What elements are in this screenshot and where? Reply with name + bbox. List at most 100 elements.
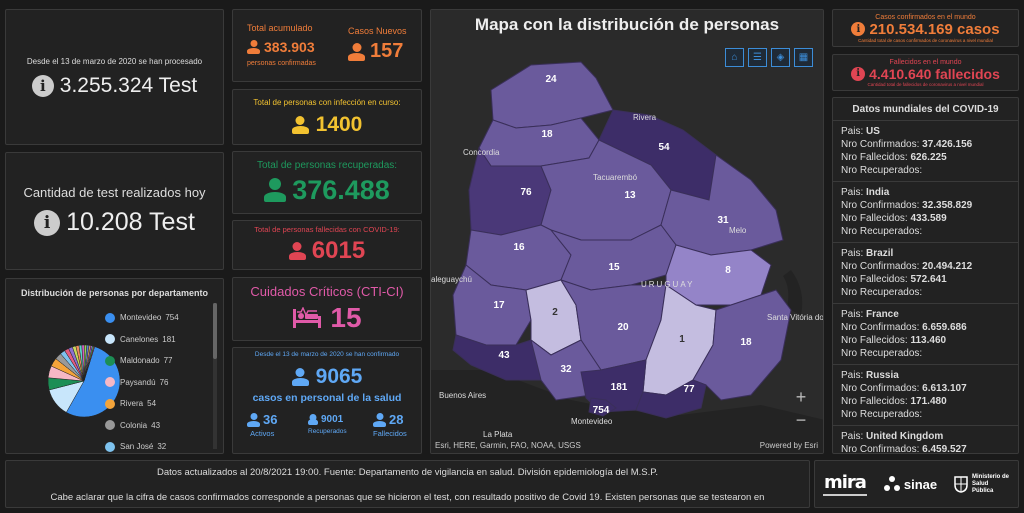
info-icon: i	[851, 66, 866, 81]
active-title: Total de personas con infección en curso…	[253, 97, 401, 107]
person-icon	[308, 414, 318, 425]
accumulated-subtitle: personas confirmadas	[247, 60, 316, 67]
list-icon[interactable]: ☰	[748, 48, 767, 67]
person-icon	[264, 178, 287, 202]
person-icon	[247, 413, 260, 427]
recovered-title: Total de personas recuperadas:	[256, 159, 398, 171]
map-powered-by[interactable]: Powered by Esri	[759, 441, 818, 450]
world-country-item[interactable]: Pais: India Nro Confirmados: 32.358.829 Nr…	[833, 182, 1018, 243]
deceased-panel: Total de personas fallecidas con COVID-1…	[232, 220, 422, 270]
legend-value: 77	[163, 356, 173, 366]
health-staff-caption: casos en personal de la salud	[252, 392, 402, 404]
label-flores: 2	[552, 307, 558, 318]
legend-label: Colonia	[120, 420, 148, 430]
zoom-out-button[interactable]: −	[795, 409, 807, 430]
label-artigas: 24	[545, 74, 557, 85]
distribution-panel: Distribución de personas por departament…	[5, 278, 224, 454]
legend-item[interactable]: Canelones 181	[105, 329, 209, 351]
uruguay-map[interactable]: 24 18 54 76 13 31 16 15 8 17 2 20 1 18 4…	[431, 40, 824, 454]
critical-title: Cuidados Críticos (CTI-CI)	[250, 284, 404, 299]
legend-item[interactable]: Paysandú 76	[105, 372, 209, 394]
layers-icon[interactable]: ◈	[771, 48, 790, 67]
health-recovered-value: 9001	[321, 414, 344, 425]
world-country-item[interactable]: Pais: France Nro Confirmados: 6.659.686 Nr…	[833, 304, 1018, 365]
logos-panel: mira sinae Ministerio de Salud Pública	[814, 460, 1019, 508]
label-paysandu: 76	[520, 187, 532, 198]
world-country-item[interactable]: Pais: Brazil Nro Confirmados: 20.494.212 N…	[833, 243, 1018, 304]
active-panel: Total de personas con infección en curso…	[232, 89, 422, 145]
pie-slice[interactable]	[83, 346, 95, 382]
mira-logo: mira	[822, 472, 867, 496]
world-data-list[interactable]: Pais: US Nro Confirmados: 37.426.156 Nro F…	[833, 121, 1018, 453]
place-concordia: Concordia	[463, 148, 500, 157]
label-salto: 18	[541, 129, 553, 140]
new-cases-title: Casos Nuevos	[348, 26, 407, 36]
legend-item[interactable]: Colonia 43	[105, 415, 209, 437]
tests-total-subtitle: Desde el 13 de marzo de 2020 se han proc…	[26, 56, 203, 66]
home-icon[interactable]: ⌂	[725, 48, 744, 67]
legend-scrollbar[interactable]	[213, 303, 217, 449]
label-rocha: 18	[740, 337, 752, 348]
legend-dot	[105, 312, 115, 323]
health-staff-subtitle: Desde el 13 de marzo de 2020 se han conf…	[254, 351, 400, 358]
recovered-value: 376.488	[292, 174, 390, 205]
tests-total-panel: Desde el 13 de marzo de 2020 se han proc…	[5, 9, 224, 145]
label-tacuarembo: 13	[624, 190, 636, 201]
footer-panel: Datos actualizados al 20/8/2021 19:00. F…	[5, 460, 810, 508]
map-toolbar: ⌂ ☰ ◈ ▦	[725, 48, 813, 67]
world-data-panel[interactable]: Datos mundiales del COVID-19 Pais: US Nro…	[832, 97, 1019, 454]
label-cerro-largo: 31	[717, 215, 729, 226]
world-country-item[interactable]: Pais: US Nro Confirmados: 37.426.156 Nro F…	[833, 121, 1018, 182]
place-uruguay: URUGUAY	[641, 280, 694, 289]
label-rio-negro: 16	[513, 242, 525, 253]
hospital-bed-icon	[293, 307, 322, 328]
place-santa-vitoria: Santa Vitória do Palmar	[767, 313, 824, 322]
world-country-item[interactable]: Pais: United Kingdom Nro Confirmados: 6.4…	[833, 426, 1018, 453]
place-la-plata: La Plata	[483, 430, 513, 439]
info-icon: i	[31, 74, 54, 97]
person-icon	[288, 242, 306, 260]
world-deceased-subtitle: Cantidad total de fallecidos de coronavi…	[867, 81, 984, 87]
label-treinta-y-tres: 8	[725, 265, 731, 276]
dept-montevideo[interactable]	[588, 397, 617, 417]
label-soriano: 17	[493, 300, 505, 311]
world-confirmed-title: Casos confirmados en el mundo	[875, 13, 976, 21]
label-lavalleja: 1	[679, 334, 685, 345]
label-colonia: 43	[498, 350, 510, 361]
coat-of-arms-icon	[954, 476, 968, 493]
label-canelones: 181	[611, 382, 628, 393]
dept-rocha[interactable]	[692, 289, 792, 401]
zoom-in-button[interactable]: +	[795, 386, 807, 407]
legend-item[interactable]: Maldonado 77	[105, 350, 209, 372]
accumulated-panel: Total acumulado 383.903 personas confirm…	[232, 9, 422, 82]
basemap-icon[interactable]: ▦	[794, 48, 813, 67]
ministerio-logo: Ministerio de Salud Pública	[953, 474, 1010, 495]
active-value: 1400	[315, 112, 363, 136]
world-deceased-title: Fallecidos en el mundo	[889, 58, 962, 66]
info-icon: i	[851, 22, 866, 36]
label-rivera: 54	[658, 142, 670, 153]
legend-dot	[105, 334, 115, 345]
dept-maldonado[interactable]	[635, 379, 707, 419]
deceased-value: 6015	[311, 237, 366, 264]
legend-label: Montevideo	[120, 313, 162, 323]
world-confirmed-subtitle: Cantidad total de casos confirmados de c…	[858, 37, 993, 43]
legend-dot	[105, 355, 115, 366]
tests-today-value: 10.208 Test	[66, 208, 195, 236]
legend-item[interactable]: San José 32	[105, 436, 209, 453]
person-icon	[291, 368, 309, 386]
map-panel[interactable]: Mapa con la distribución de personas 24 …	[430, 9, 824, 454]
legend-value: 181	[162, 334, 176, 344]
legend-item[interactable]: Montevideo 754	[105, 307, 209, 329]
world-confirmed-panel: Casos confirmados en el mundo i 210.534.…	[832, 9, 1019, 47]
legend-dot	[105, 398, 115, 409]
world-country-item[interactable]: Pais: Russia Nro Confirmados: 6.613.107 Nr…	[833, 365, 1018, 426]
map-attribution: Esri, HERE, Garmin, FAO, NOAA, USGS	[435, 441, 581, 450]
place-montevideo: Montevideo	[571, 417, 613, 426]
legend-value: 76	[159, 377, 169, 387]
label-san-jose: 32	[560, 364, 572, 375]
distribution-legend: Montevideo 754 Canelones 181 Maldonado 77 Pays…	[105, 307, 209, 453]
legend-item[interactable]: Rivera 54	[105, 393, 209, 415]
health-staff-value: 9065	[315, 365, 363, 388]
legend-value: 43	[151, 420, 161, 430]
